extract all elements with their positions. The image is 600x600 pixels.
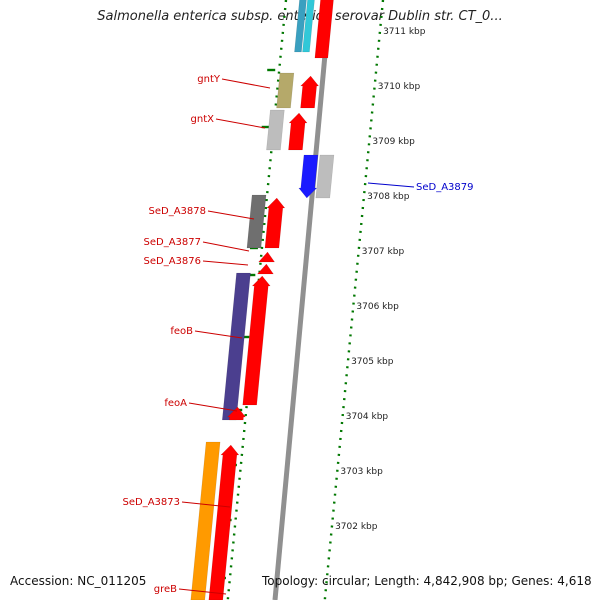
scale-tick-label: 3707 kbp [362,247,405,257]
gene-label-leader-gntX [215,118,266,129]
cds-gntX-red[interactable] [288,112,308,151]
gene-labels: gntY gntX SeD_A3879 SeD_A3878 SeD_A3877 SeD_A… [123,74,474,595]
gene-features [190,0,335,600]
gene-label-SeD_A3873[interactable]: SeD_A3873 [123,497,181,508]
scale-tick-label: 3710 kbp [378,82,421,92]
cds-SeD_A3873-orange[interactable] [190,441,221,600]
scale-tick-label: 3704 kbp [346,412,389,422]
cds-gntY-olive[interactable] [276,72,295,109]
gene-label-leader-gntY [221,78,271,89]
cds-SeD_A3876-red[interactable] [256,263,274,275]
gene-label-gntY[interactable]: gntY [197,74,221,85]
gene-label-SeD_A3877[interactable]: SeD_A3877 [144,237,202,248]
scale-tick-label: 3708 kbp [367,192,410,202]
gene-label-feoA[interactable]: feoA [164,398,187,409]
gene-label-leader-SeD_A3873 [181,501,231,508]
cds-gntX-gray[interactable] [266,109,285,151]
cds-SeD_A3873-red[interactable] [208,444,240,600]
cds-teal-top[interactable] [294,0,307,53]
gene-label-greB[interactable]: greB [154,584,177,595]
cds-feoB-red[interactable] [242,275,271,406]
gc-dots-right [323,0,385,600]
gene-label-leader-SeD_A3878 [207,210,255,220]
scale-tick-label: 3705 kbp [351,357,394,367]
scale-tick-label: 3709 kbp [372,137,415,147]
accession-text: Accession: NC_011205 [10,574,147,588]
gene-label-leader-feoA [188,402,238,412]
gene-label-gntX[interactable]: gntX [191,114,215,125]
scale-tick-label: 3702 kbp [335,522,378,532]
cds-red-top[interactable] [314,0,334,59]
gene-label-SeD_A3879[interactable]: SeD_A3879 [416,182,474,193]
cds-cyan-top[interactable] [302,0,315,53]
cds-SeD_A3879-blue[interactable] [298,154,319,199]
gene-label-leader-SeD_A3877 [202,241,250,252]
backbone-line [272,0,333,600]
scale-tick-label: 3706 kbp [356,302,399,312]
scale-ticks: 3711 kbp 3710 kbp 3709 kbp 3708 kbp 3707 kbp… [335,27,426,532]
gene-label-SeD_A3878[interactable]: SeD_A3878 [149,206,207,217]
topology-summary-text: Topology: circular; Length: 4,842,908 bp… [262,574,592,588]
gene-label-feoB[interactable]: feoB [170,326,193,337]
gene-label-leader-SeD_A3879 [367,182,415,188]
gene-label-leader-greB [178,588,227,595]
scale-tick-label: 3711 kbp [383,27,426,37]
genome-backbone [272,0,333,600]
cds-gntY-red[interactable] [300,75,320,109]
gene-label-SeD_A3876[interactable]: SeD_A3876 [144,256,202,267]
cds-feoA-red[interactable] [226,406,247,421]
cds-SeD_A3879-gray[interactable] [315,154,335,199]
gene-label-leader-SeD_A3876 [202,260,249,266]
cds-SeD_A3878-darkgray[interactable] [246,194,267,249]
cds-SeD_A3878-red[interactable] [264,197,286,249]
cds-SeD_A3877-red[interactable] [258,251,276,263]
gene-label-leader-feoB [194,330,243,339]
scale-tick-label: 3703 kbp [340,467,383,477]
